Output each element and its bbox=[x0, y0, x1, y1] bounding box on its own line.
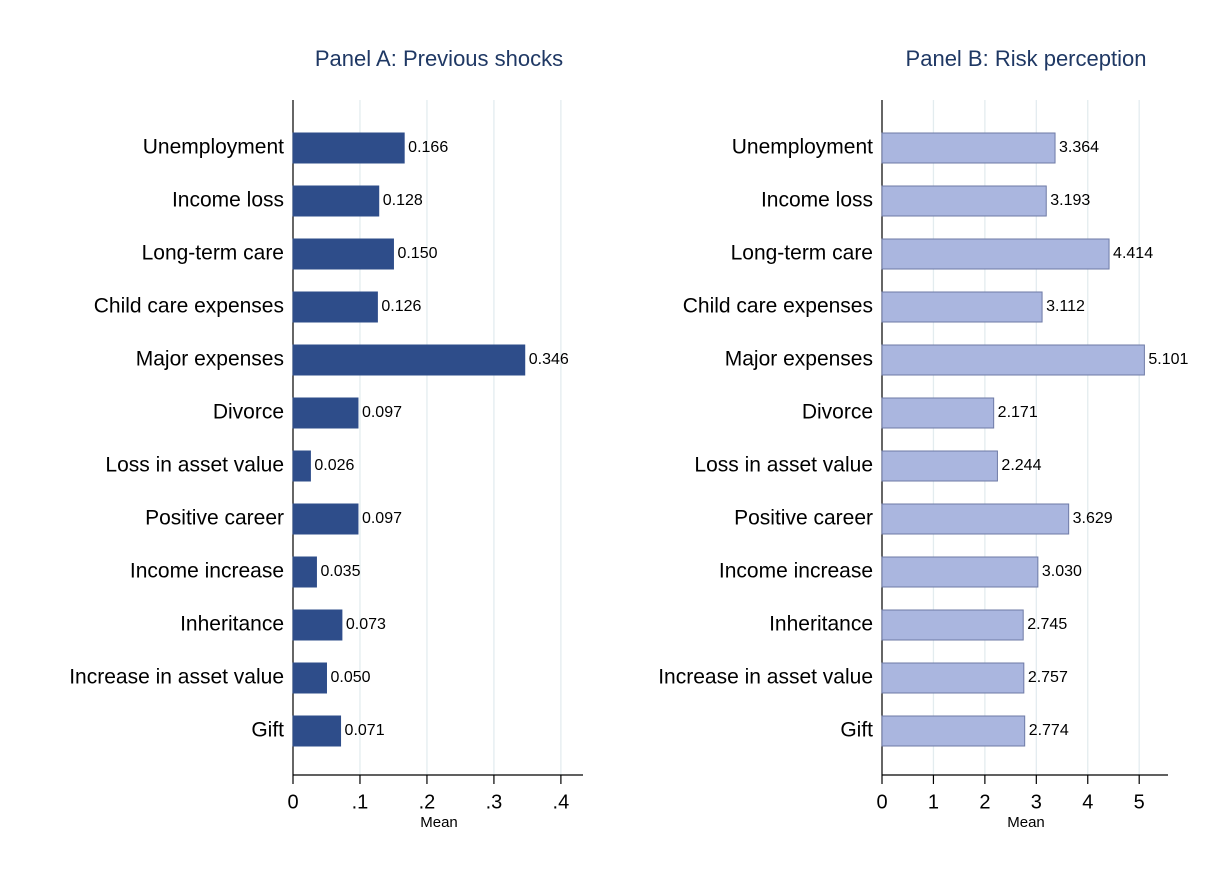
value-label: 5.101 bbox=[1148, 351, 1188, 368]
bar bbox=[292, 503, 359, 535]
value-label: 0.071 bbox=[345, 722, 385, 739]
category-label: Loss in asset value bbox=[105, 454, 284, 477]
category-label: Divorce bbox=[802, 401, 873, 424]
x-tick-label: 3 bbox=[1031, 791, 1042, 813]
category-label: Positive career bbox=[734, 507, 873, 530]
value-label: 0.346 bbox=[529, 351, 569, 368]
bar bbox=[881, 238, 1110, 270]
category-label: Income loss bbox=[761, 189, 873, 212]
bar bbox=[881, 397, 995, 429]
value-label: 0.150 bbox=[397, 245, 437, 262]
bar bbox=[881, 185, 1047, 217]
value-label: 0.126 bbox=[381, 298, 421, 315]
x-tick-label: 0 bbox=[287, 791, 298, 813]
bar bbox=[881, 556, 1039, 588]
category-label: Major expenses bbox=[725, 348, 873, 371]
category-label: Gift bbox=[840, 719, 873, 742]
bar bbox=[881, 450, 998, 482]
category-label: Unemployment bbox=[732, 136, 873, 159]
category-label: Income loss bbox=[172, 189, 284, 212]
bar bbox=[881, 503, 1070, 535]
category-label: Income increase bbox=[719, 560, 873, 583]
value-label: 0.035 bbox=[320, 563, 360, 580]
x-tick-label: .3 bbox=[486, 791, 503, 813]
x-tick-label: 2 bbox=[979, 791, 990, 813]
x-tick-label: 5 bbox=[1134, 791, 1145, 813]
bar bbox=[292, 132, 405, 164]
x-tick-label: .1 bbox=[352, 791, 369, 813]
category-label: Unemployment bbox=[143, 136, 284, 159]
bar bbox=[292, 662, 327, 694]
x-tick-label: 0 bbox=[876, 791, 887, 813]
value-label: 0.097 bbox=[362, 510, 402, 527]
bar bbox=[881, 291, 1043, 323]
category-label: Child care expenses bbox=[94, 295, 284, 318]
bar bbox=[881, 662, 1025, 694]
bar bbox=[292, 556, 317, 588]
x-axis-label: Mean bbox=[420, 814, 458, 831]
x-tick-label: .2 bbox=[419, 791, 436, 813]
category-label: Increase in asset value bbox=[658, 666, 873, 689]
panel-title: Panel A: Previous shocks bbox=[315, 46, 563, 71]
category-label: Inheritance bbox=[180, 613, 284, 636]
bar bbox=[881, 609, 1024, 641]
value-label: 2.745 bbox=[1027, 616, 1067, 633]
category-label: Positive career bbox=[145, 507, 284, 530]
category-label: Inheritance bbox=[769, 613, 873, 636]
category-label: Long-term care bbox=[142, 242, 284, 265]
value-label: 0.166 bbox=[408, 139, 448, 156]
value-label: 2.171 bbox=[998, 404, 1038, 421]
x-tick-label: 1 bbox=[928, 791, 939, 813]
value-label: 3.364 bbox=[1059, 139, 1099, 156]
value-label: 2.244 bbox=[1001, 457, 1041, 474]
category-label: Increase in asset value bbox=[69, 666, 284, 689]
value-label: 4.414 bbox=[1113, 245, 1153, 262]
value-label: 0.026 bbox=[314, 457, 354, 474]
bar bbox=[292, 609, 343, 641]
value-label: 3.112 bbox=[1046, 298, 1085, 315]
bar bbox=[292, 344, 526, 376]
value-label: 3.193 bbox=[1050, 192, 1090, 209]
x-tick-label: .4 bbox=[553, 791, 570, 813]
x-axis-label: Mean bbox=[1007, 814, 1045, 831]
value-label: 3.629 bbox=[1073, 510, 1113, 527]
bar bbox=[881, 715, 1026, 747]
bar bbox=[292, 185, 380, 217]
bar bbox=[292, 715, 342, 747]
value-label: 0.073 bbox=[346, 616, 386, 633]
bar bbox=[881, 344, 1145, 376]
category-label: Gift bbox=[251, 719, 284, 742]
bar bbox=[292, 291, 378, 323]
category-label: Major expenses bbox=[136, 348, 284, 371]
category-label: Divorce bbox=[213, 401, 284, 424]
value-label: 0.097 bbox=[362, 404, 402, 421]
panel-title: Panel B: Risk perception bbox=[906, 46, 1147, 71]
value-label: 0.050 bbox=[330, 669, 370, 686]
category-label: Child care expenses bbox=[683, 295, 873, 318]
bar bbox=[292, 397, 359, 429]
category-label: Long-term care bbox=[731, 242, 873, 265]
value-label: 2.774 bbox=[1029, 722, 1069, 739]
value-label: 2.757 bbox=[1028, 669, 1068, 686]
bar bbox=[881, 132, 1056, 164]
category-label: Loss in asset value bbox=[694, 454, 873, 477]
value-label: 0.128 bbox=[383, 192, 423, 209]
bar bbox=[292, 450, 311, 482]
x-tick-label: 4 bbox=[1082, 791, 1093, 813]
bar bbox=[292, 238, 394, 270]
category-label: Income increase bbox=[130, 560, 284, 583]
value-label: 3.030 bbox=[1042, 563, 1082, 580]
